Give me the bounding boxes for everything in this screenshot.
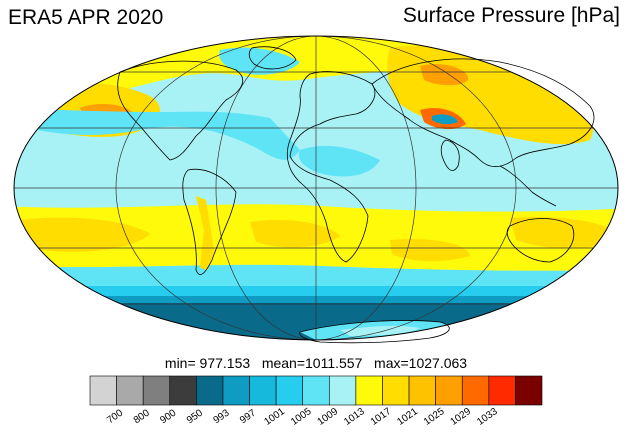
- colorbar-tick-label: 993: [212, 407, 232, 426]
- coast-north-america: [117, 60, 244, 161]
- field-sahara-low: [298, 145, 380, 177]
- colorbar-tick-label: 1001: [262, 406, 287, 428]
- min-label: min=: [164, 355, 196, 371]
- colorbar-tick-label: 1025: [422, 406, 447, 428]
- coast-se-asia: [499, 165, 557, 207]
- field-statistics: min= 977.153 mean=1011.557 max=1027.063: [0, 355, 632, 371]
- colorbar-swatch: [328, 375, 357, 406]
- coast-antarctica: [299, 320, 450, 344]
- colorbar-tick-label: 1033: [475, 406, 500, 428]
- field-s-highs: [20, 216, 618, 262]
- colorbar-swatch: [169, 375, 197, 406]
- colorbar-swatch: [275, 375, 304, 406]
- colorbar-swatch: [515, 375, 543, 406]
- min-value: 977.153: [199, 355, 251, 371]
- mean-label: mean=: [261, 355, 306, 371]
- colorbar-swatch: [116, 375, 144, 406]
- coast-australia: [506, 218, 575, 263]
- coast-india: [440, 139, 460, 171]
- colorbar-swatch: [89, 375, 117, 406]
- colorbar-tick-label: 900: [158, 407, 178, 426]
- colorbar-swatch: [355, 375, 383, 406]
- colorbar-tick-label: 1009: [316, 406, 341, 428]
- field-tibet-low: [432, 114, 458, 125]
- field-asia-core: [420, 63, 469, 86]
- colorbar-swatch: [408, 375, 436, 406]
- colorbar-swatch: [488, 375, 516, 406]
- colorbar-tick-label: 1013: [342, 406, 367, 428]
- colorbar-tick-label: 1021: [395, 406, 420, 428]
- field-antarctica-core: [340, 325, 420, 336]
- coast-asia: [371, 58, 595, 167]
- colorbar-swatch: [249, 375, 277, 406]
- coastlines: [117, 46, 595, 344]
- max-value: 1027.063: [408, 355, 468, 371]
- coast-europe-africa: [286, 71, 376, 263]
- colorbar-swatch: [222, 375, 250, 406]
- plot-title: ERA5 APR 2020: [8, 6, 164, 29]
- coast-south-america: [182, 168, 237, 275]
- colorbar-tick-label: 800: [132, 407, 152, 426]
- field-andes: [196, 196, 214, 270]
- colorbar-tick-label: 997: [238, 407, 258, 426]
- variable-title: Surface Pressure [hPa]: [402, 4, 620, 27]
- max-label: max=: [374, 355, 409, 371]
- colorbar-tick-label: 1017: [369, 406, 394, 428]
- colorbar-tick-label: 1029: [449, 406, 474, 428]
- mean-value: 1011.557: [305, 355, 363, 371]
- colorbar-swatch: [382, 375, 410, 406]
- colorbar-swatch: [196, 375, 224, 406]
- field-n-low-band: [14, 108, 300, 160]
- globe-outline: [13, 35, 619, 341]
- colorbar-swatch: [142, 375, 171, 406]
- colorbar-swatch: [461, 375, 490, 406]
- coast-greenland: [248, 46, 297, 70]
- colorbar-tick-label: 950: [185, 407, 205, 426]
- colorbar-tick-label: 700: [105, 407, 125, 426]
- colorbar-swatch: [302, 375, 330, 406]
- colorbar-tick-label: 1005: [289, 406, 314, 428]
- colorbar-swatch: [435, 375, 463, 406]
